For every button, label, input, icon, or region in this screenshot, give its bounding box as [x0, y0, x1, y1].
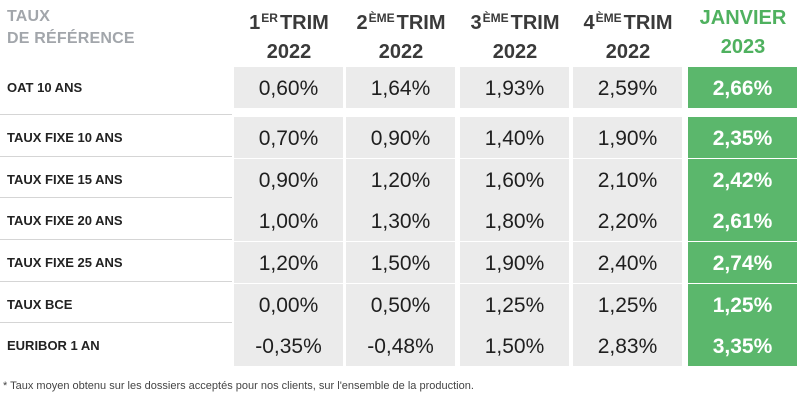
column-header-number: 3	[470, 12, 482, 34]
value-cell: 0,00%	[234, 284, 343, 325]
value-cell: 1,25%	[573, 284, 682, 325]
column-header-4: 4ÈME TRIM 2022	[572, 4, 684, 67]
value-cell: 1,25%	[460, 284, 569, 325]
value-cell: -0,48%	[346, 325, 455, 366]
value-cell: 1,93%	[460, 67, 569, 108]
column-header-year: 2022	[266, 41, 312, 63]
value-cell: 2,40%	[573, 242, 682, 283]
value-cell: 0,60%	[234, 67, 343, 108]
value-cell: -0,35%	[234, 325, 343, 366]
highlight-value-cell: 2,61%	[688, 200, 797, 241]
column-header-year: 2022	[605, 41, 651, 63]
value-cell: 1,40%	[460, 117, 569, 158]
highlight-value-cell: 2,35%	[688, 117, 797, 158]
value-cell: 0,50%	[346, 284, 455, 325]
column-header-number: 1	[249, 12, 261, 34]
column-header-word: TRIM	[623, 12, 673, 34]
column-header-year: 2022	[378, 41, 424, 63]
highlight-value-cell: 2,42%	[688, 159, 797, 200]
value-cell: 1,50%	[346, 242, 455, 283]
row-label: EURIBOR 1 AN	[7, 338, 100, 353]
column-header-2: 2ÈME TRIM 2022	[345, 4, 457, 67]
row-label: TAUX BCE	[7, 297, 73, 312]
column-header-year: 2023	[720, 36, 766, 58]
column-header-period: JANVIER	[700, 7, 787, 29]
highlight-value-cell: 1,25%	[688, 284, 797, 325]
column-header-period: 4ÈME TRIM	[583, 11, 673, 34]
corner-header-line1: TAUX	[7, 8, 51, 25]
value-cell: 1,80%	[460, 200, 569, 241]
column-header-period: 1ER TRIM	[249, 11, 329, 34]
row-divider	[0, 239, 232, 240]
footnote: * Taux moyen obtenu sur les dossiers acc…	[3, 380, 474, 392]
value-cell: 1,50%	[460, 325, 569, 366]
column-header-3: 3ÈME TRIM 2022	[459, 4, 571, 67]
value-cell: 1,64%	[346, 67, 455, 108]
corner-header: TAUX DE RÉFÉRENCE	[7, 6, 135, 50]
column-header-ordinal: ÈME	[482, 11, 509, 25]
value-cell: 2,59%	[573, 67, 682, 108]
column-header-1: 1ER TRIM 2022	[233, 4, 345, 67]
value-cell: 1,30%	[346, 200, 455, 241]
value-cell: 1,90%	[573, 117, 682, 158]
highlight-value-cell: 3,35%	[688, 325, 797, 366]
highlight-value-cell: 2,74%	[688, 242, 797, 283]
column-header-year: 2022	[492, 41, 538, 63]
value-cell: 1,20%	[346, 159, 455, 200]
column-header-period: 3ÈME TRIM	[470, 11, 560, 34]
row-divider	[0, 156, 232, 157]
row-divider	[0, 281, 232, 282]
column-header-ordinal: ER	[261, 11, 278, 25]
column-header-word: TRIM	[279, 12, 329, 34]
value-cell: 1,00%	[234, 200, 343, 241]
value-cell: 2,10%	[573, 159, 682, 200]
highlight-value-cell: 2,66%	[688, 67, 797, 108]
row-divider	[0, 197, 232, 198]
column-header-5: JANVIER 2023	[687, 4, 799, 62]
value-cell: 2,83%	[573, 325, 682, 366]
column-header-word: TRIM	[396, 12, 446, 34]
value-cell: 0,90%	[234, 159, 343, 200]
column-header-number: JANVIER	[699, 7, 787, 29]
value-cell: 0,90%	[346, 117, 455, 158]
value-cell: 1,90%	[460, 242, 569, 283]
row-label: TAUX FIXE 25 ANS	[7, 255, 123, 270]
corner-header-line2: DE RÉFÉRENCE	[7, 30, 135, 47]
value-cell: 0,70%	[234, 117, 343, 158]
row-label: TAUX FIXE 10 ANS	[7, 130, 123, 145]
row-divider	[0, 114, 232, 115]
row-label: TAUX FIXE 15 ANS	[7, 172, 123, 187]
column-header-ordinal: ÈME	[368, 11, 395, 25]
column-header-number: 4	[583, 12, 595, 34]
row-divider	[0, 322, 232, 323]
value-cell: 1,20%	[234, 242, 343, 283]
row-label: OAT 10 ANS	[7, 80, 83, 95]
column-header-number: 2	[356, 12, 368, 34]
column-header-ordinal: ÈME	[595, 11, 622, 25]
row-label: TAUX FIXE 20 ANS	[7, 213, 123, 228]
column-header-period: 2ÈME TRIM	[356, 11, 446, 34]
value-cell: 1,60%	[460, 159, 569, 200]
column-header-word: TRIM	[510, 12, 560, 34]
value-cell: 2,20%	[573, 200, 682, 241]
